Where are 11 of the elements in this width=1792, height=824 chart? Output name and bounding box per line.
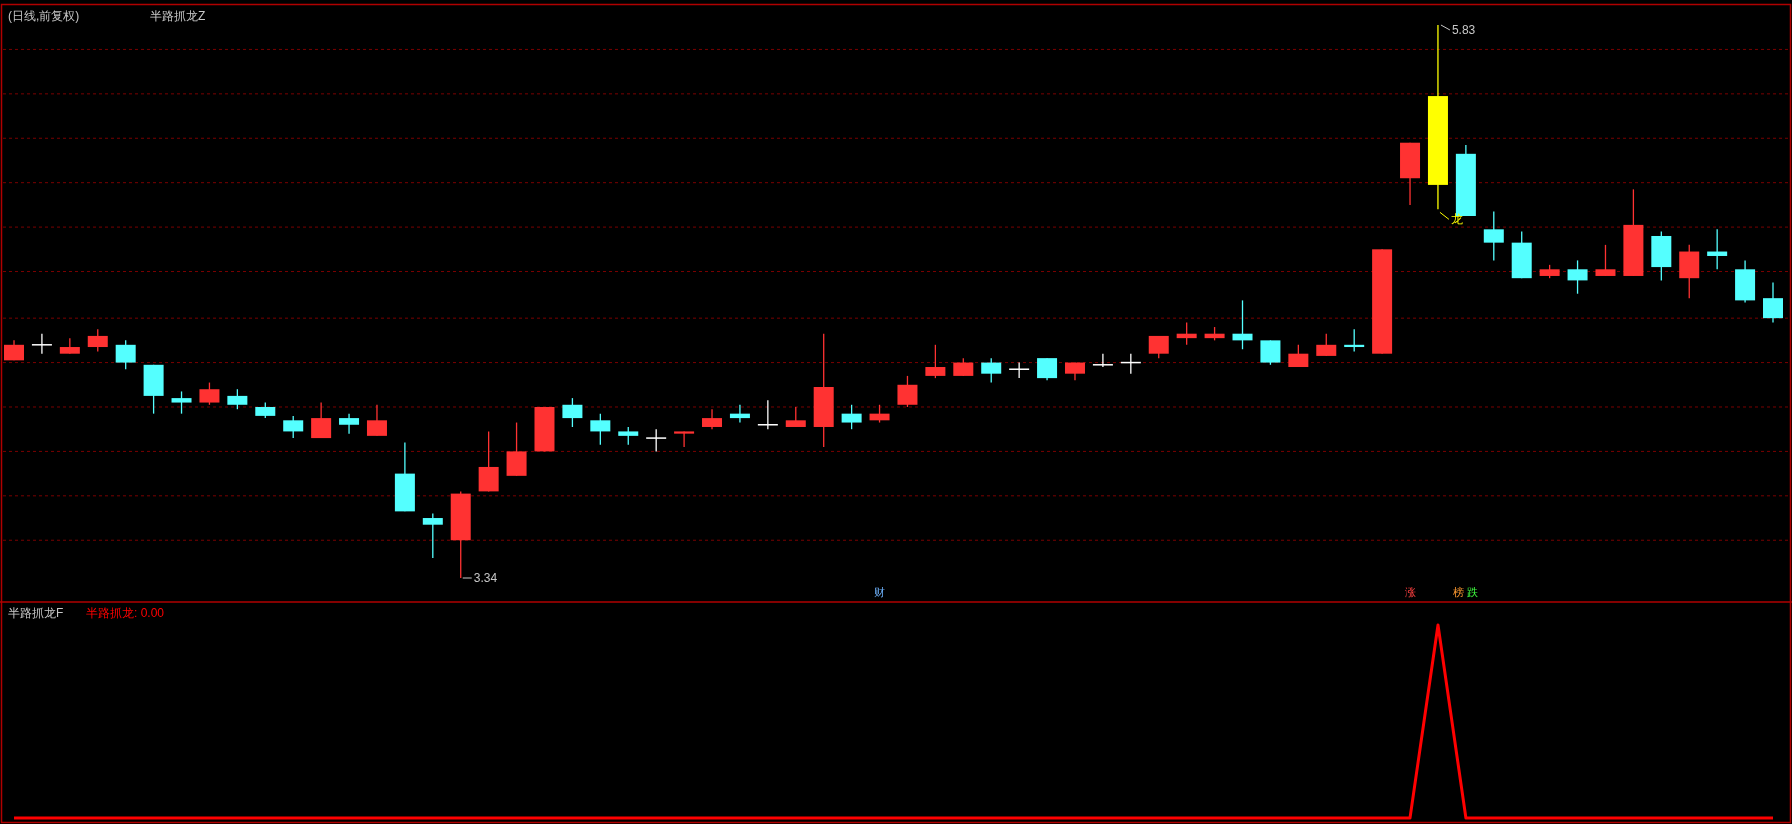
text: 跌 [1467,586,1479,598]
chart-title: (日线,前复权) [8,9,80,23]
annotation: 龙 [1450,212,1463,227]
text: 财 [874,586,886,598]
annotation: 5.83 [1451,23,1476,37]
annotation: 3.34 [473,571,498,585]
text: 半路抓龙: 0.00 [86,606,165,620]
chart-title: 半路抓龙F [8,606,64,620]
text: 榜 [1453,586,1465,598]
chart-subtitle: 半路抓龙Z [150,9,206,23]
text: 涨 [1404,586,1416,598]
